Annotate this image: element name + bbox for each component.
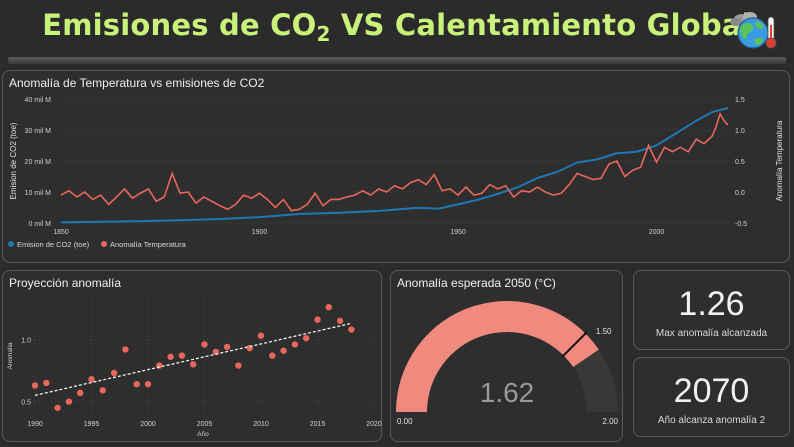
y2-tick-label: 1.0 [735,128,745,135]
scatter-point [133,380,140,388]
y2-axis-label: Anomalía Temperatura [775,120,784,201]
scatter-point [190,361,197,368]
header-bar: Emisiones de CO2 VS Calentamiento Global [0,0,794,64]
scatter-point [325,303,332,311]
scatter-point [280,347,287,354]
scatter-point [303,335,310,342]
legend-marker-temperature [101,241,107,247]
x-tick-label: 2000 [649,229,665,236]
series-line-temperature [60,111,729,212]
x-tick-label: 2005 [197,421,213,428]
main-chart-title: Anomalía de Temperatura vs emisiones de … [9,76,265,90]
y-tick-label: 40 mil M [25,97,52,104]
x-tick-label: 1900 [252,229,268,236]
scatter-point [110,369,118,377]
y2-tick-label: -0.5 [735,221,747,228]
scatter-point [54,404,61,411]
gauge-title: Anomalía esperada 2050 (°C) [397,276,556,290]
gauge-min-label: 0.00 [397,417,413,426]
scatter-point [178,352,186,359]
kpi-label-year-anomaly-2: Año alcanza anomalía 2 [657,415,766,426]
projection-panel: Proyección anomalía 1990 1995 2000 2005 2010… [2,270,382,442]
legend-label-temperature: Anomalía Temperatura [110,240,187,249]
scatter-point [122,346,129,353]
scatter-point [336,317,344,325]
projection-chart: 1990 1995 2000 2005 2010 2015 2020 0.5 1.0 Año Ano… [7,296,382,438]
scatter-point [167,353,174,361]
x-tick-label: 1990 [27,421,43,428]
x-tick-label: 1995 [84,421,100,428]
kpi-value-year-anomaly-2: 2070 [673,372,750,410]
scatter-point [223,343,231,351]
x-axis-label: Año [197,431,209,438]
gauge-chart: 1.50 1.62 0.00 2.00 [396,301,619,426]
gauge-fill [396,301,599,412]
temp-vs-co2-chart: 0 mil M 10 mil M 20 mil M 30 mil M 40 mil M -… [8,97,784,249]
x-tick-label: 2020 [366,421,382,428]
y2-tick-label: 0.5 [735,159,745,166]
scatter-point [291,341,299,348]
y-tick-label: 1.0 [21,337,31,344]
scatter-point [257,332,265,339]
trendline [34,322,352,396]
kpi-value-max-anomaly: 1.26 [678,285,745,323]
scatter-point [43,379,50,387]
page-title: Emisiones de CO2 VS Calentamiento Global [42,8,752,46]
series-line-co2 [60,107,729,224]
gauge-panel: Anomalía esperada 2050 (°C) 1.50 1.62 0.00… [390,270,623,442]
scatter-point [88,376,95,383]
y2-tick-label: 0.0 [735,190,745,197]
kpi-card-year-anomaly-2: 2070 Año alcanza anomalía 2 [633,357,790,437]
gauge-target-label: 1.50 [596,327,612,336]
scatter-point [348,326,355,333]
scatter-point [65,398,73,405]
scatter-point [235,362,242,369]
gauge-value: 1.62 [480,377,535,408]
x-tick-label: 1850 [53,229,69,236]
x-tick-label: 1950 [450,229,466,236]
y2-tick-label: 1.5 [735,97,745,104]
scatter-point [144,380,152,388]
y-axis-label: Anomalia [7,342,14,369]
temp-vs-co2-panel: Anomalía de Temperatura vs emisiones de … [2,70,790,263]
x-tick-label: 2015 [310,421,326,428]
x-tick-label: 2000 [140,421,156,428]
kpi-card-max-anomaly: 1.26 Max anomalía alcanzada [633,270,790,350]
gauge-target-marker [561,331,588,358]
gauge-max-label: 2.00 [602,417,618,426]
y-tick-label: 20 mil M [25,159,52,166]
kpi-label-max-anomaly: Max anomalía alcanzada [655,328,768,339]
scatter-point [77,389,84,397]
legend-marker-co2 [8,241,14,247]
y-tick-label: 0 mil M [28,221,51,228]
y-tick-label: 10 mil M [25,190,52,197]
title-divider [8,57,786,64]
y-tick-label: 30 mil M [25,128,52,135]
legend-label-co2: Emision de CO2 (toe) [17,240,90,249]
projection-chart-title: Proyección anomalía [9,276,122,290]
scatter-point [31,382,39,389]
y-tick-label: 0.5 [21,400,31,407]
earth-thermometer-icon [730,12,777,49]
x-tick-label: 2010 [253,421,269,428]
scatter-point [269,352,276,359]
y-axis-label: Emision de CO2 (toe) [9,122,18,199]
scatter-point [314,316,321,323]
scatter-point [201,341,208,348]
scatter-point [99,387,107,394]
